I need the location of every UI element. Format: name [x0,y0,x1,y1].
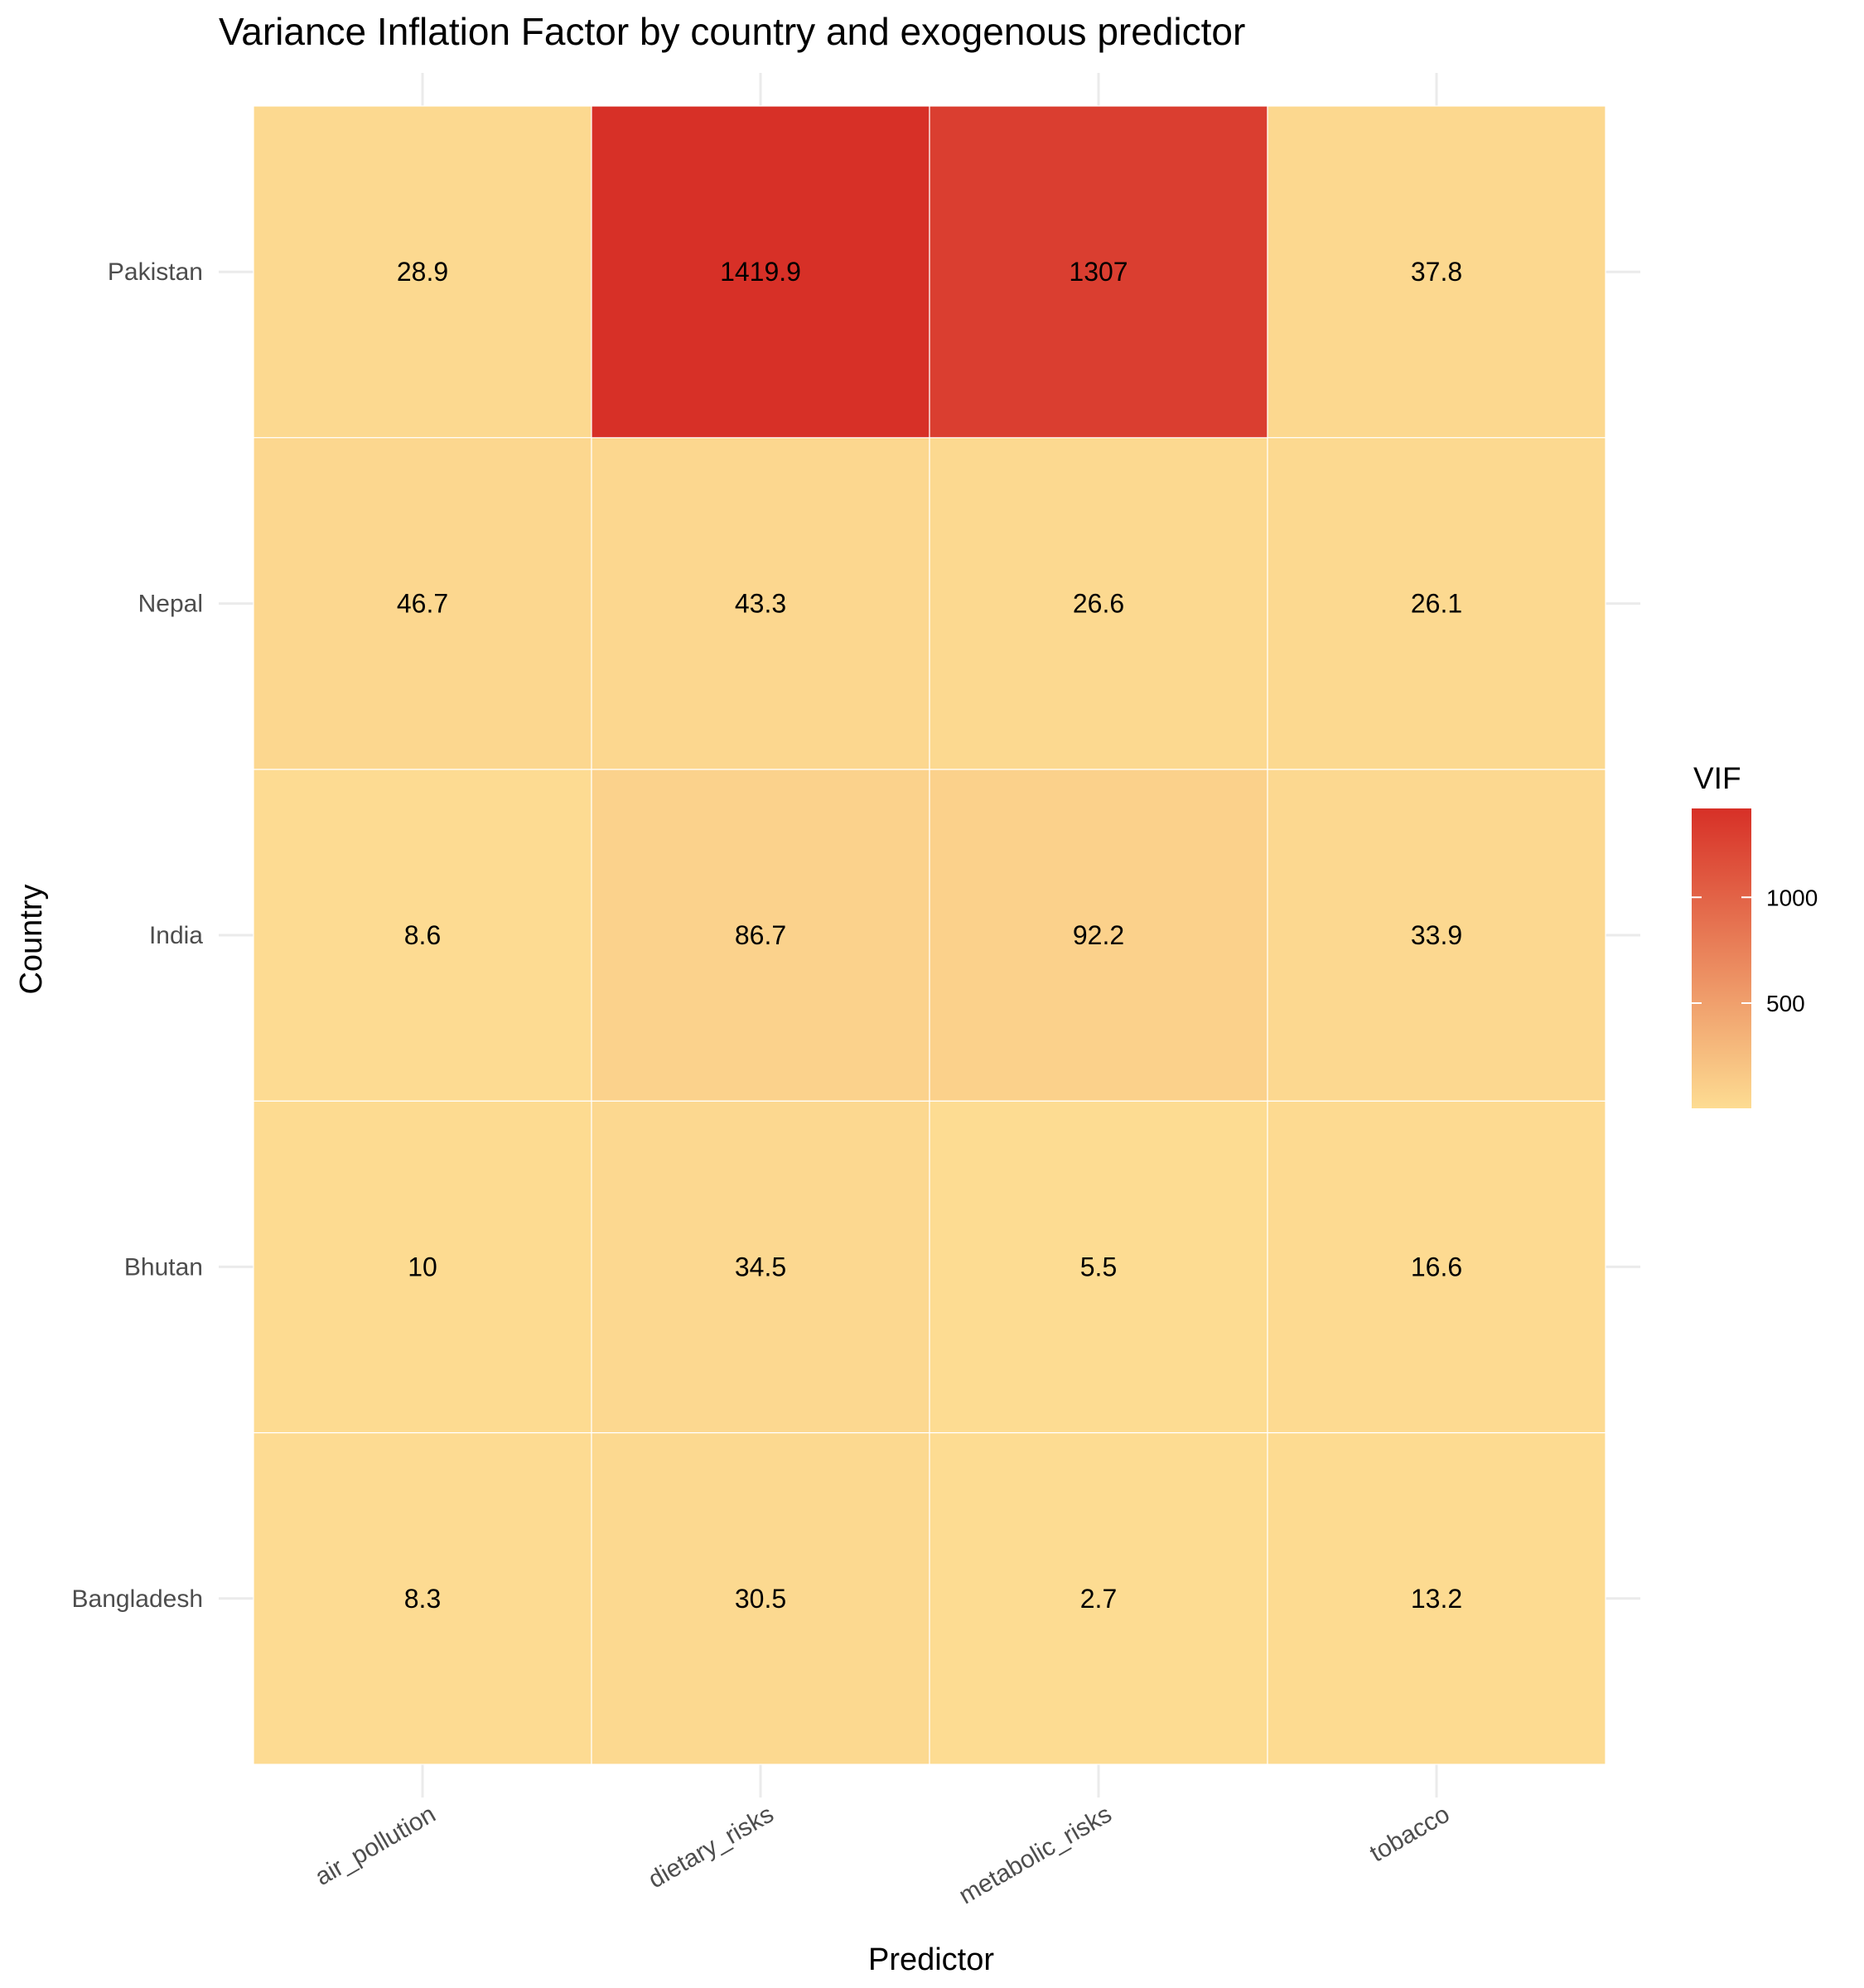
cell-value-label: 10 [408,1252,437,1281]
cell-value-label: 92.2 [1073,920,1124,950]
heatmap-cell [1267,437,1606,770]
heatmap-cell [929,1100,1268,1434]
y-axis-title: Country [14,884,49,994]
cell-value-label: 37.8 [1411,257,1462,287]
legend-colorbar [1692,808,1751,1108]
cell-value-label: 26.6 [1073,589,1124,619]
heatmap-cell [253,1431,592,1765]
cell-value-label: 46.7 [397,589,448,619]
x-axis-title: Predictor [868,1942,994,1977]
cell-value-label: 26.1 [1411,589,1462,619]
heatmap-cell [591,1100,930,1434]
y-tick-label: Bangladesh [72,1585,203,1613]
cell-value-label: 34.5 [735,1252,786,1281]
cell-value-label: 86.7 [735,920,786,950]
heatmap-cell [253,1100,592,1434]
heatmap-cell [253,437,592,770]
cell-value-label: 8.6 [404,920,441,950]
heatmap-cell [929,769,1268,1102]
cell-value-label: 43.3 [735,589,786,619]
heatmap-cell [591,105,930,438]
heatmap-cell [1267,1431,1606,1765]
heatmap-cell [1267,105,1606,438]
chart-title: Variance Inflation Factor by country and… [219,10,1245,53]
cell-value-label: 8.3 [404,1584,441,1614]
cell-value-label: 13.2 [1411,1584,1462,1614]
heatmap-cell [1267,769,1606,1102]
cell-value-label: 16.6 [1411,1252,1462,1281]
cell-value-label: 33.9 [1411,920,1462,950]
heatmap-cell [929,105,1268,438]
cell-value-label: 30.5 [735,1584,786,1614]
cell-labels: 8.3 30.5 2.7 13.2 10 34.5 5.5 16.6 8.6 86.7 92.2 33… [397,257,1462,1614]
legend-title: VIF [1693,761,1741,795]
cell-value-label: 5.5 [1080,1252,1117,1281]
heatmap-cell [591,1431,930,1765]
y-tick-label: Bhutan [124,1253,203,1281]
heatmap-cell [929,437,1268,770]
heatmap-cell [591,437,930,770]
y-tick-label: Nepal [138,591,203,618]
y-tick-label: India [149,922,203,949]
heatmap-cell [253,105,592,438]
y-tick-label: Pakistan [108,258,203,286]
heatmap-cell [591,769,930,1102]
legend-tick-label: 500 [1766,991,1805,1016]
cell-value-label: 1419.9 [720,257,801,287]
cell-value-label: 28.9 [397,257,448,287]
color-legend: VIF 500 1000 [1692,761,1818,1108]
cell-value-label: 1307 [1069,257,1128,287]
heatmap-cells [253,105,1606,1765]
y-tick-labels: Bangladesh Bhutan India Nepal Pakistan [72,258,204,1613]
legend-tick-label: 1000 [1766,885,1818,910]
heatmap-cell [1267,1100,1606,1434]
cell-value-label: 2.7 [1080,1584,1117,1614]
